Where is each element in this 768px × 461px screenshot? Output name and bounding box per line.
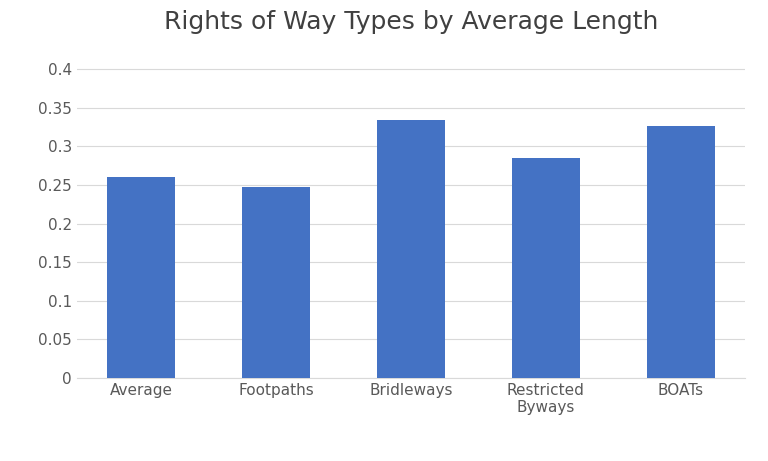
Bar	[108, 177, 174, 378]
Title: Rights of Way Types by Average Length: Rights of Way Types by Average Length	[164, 11, 658, 35]
Bar	[242, 187, 310, 378]
Bar	[377, 120, 445, 378]
Bar	[512, 158, 580, 378]
Bar	[647, 126, 714, 378]
